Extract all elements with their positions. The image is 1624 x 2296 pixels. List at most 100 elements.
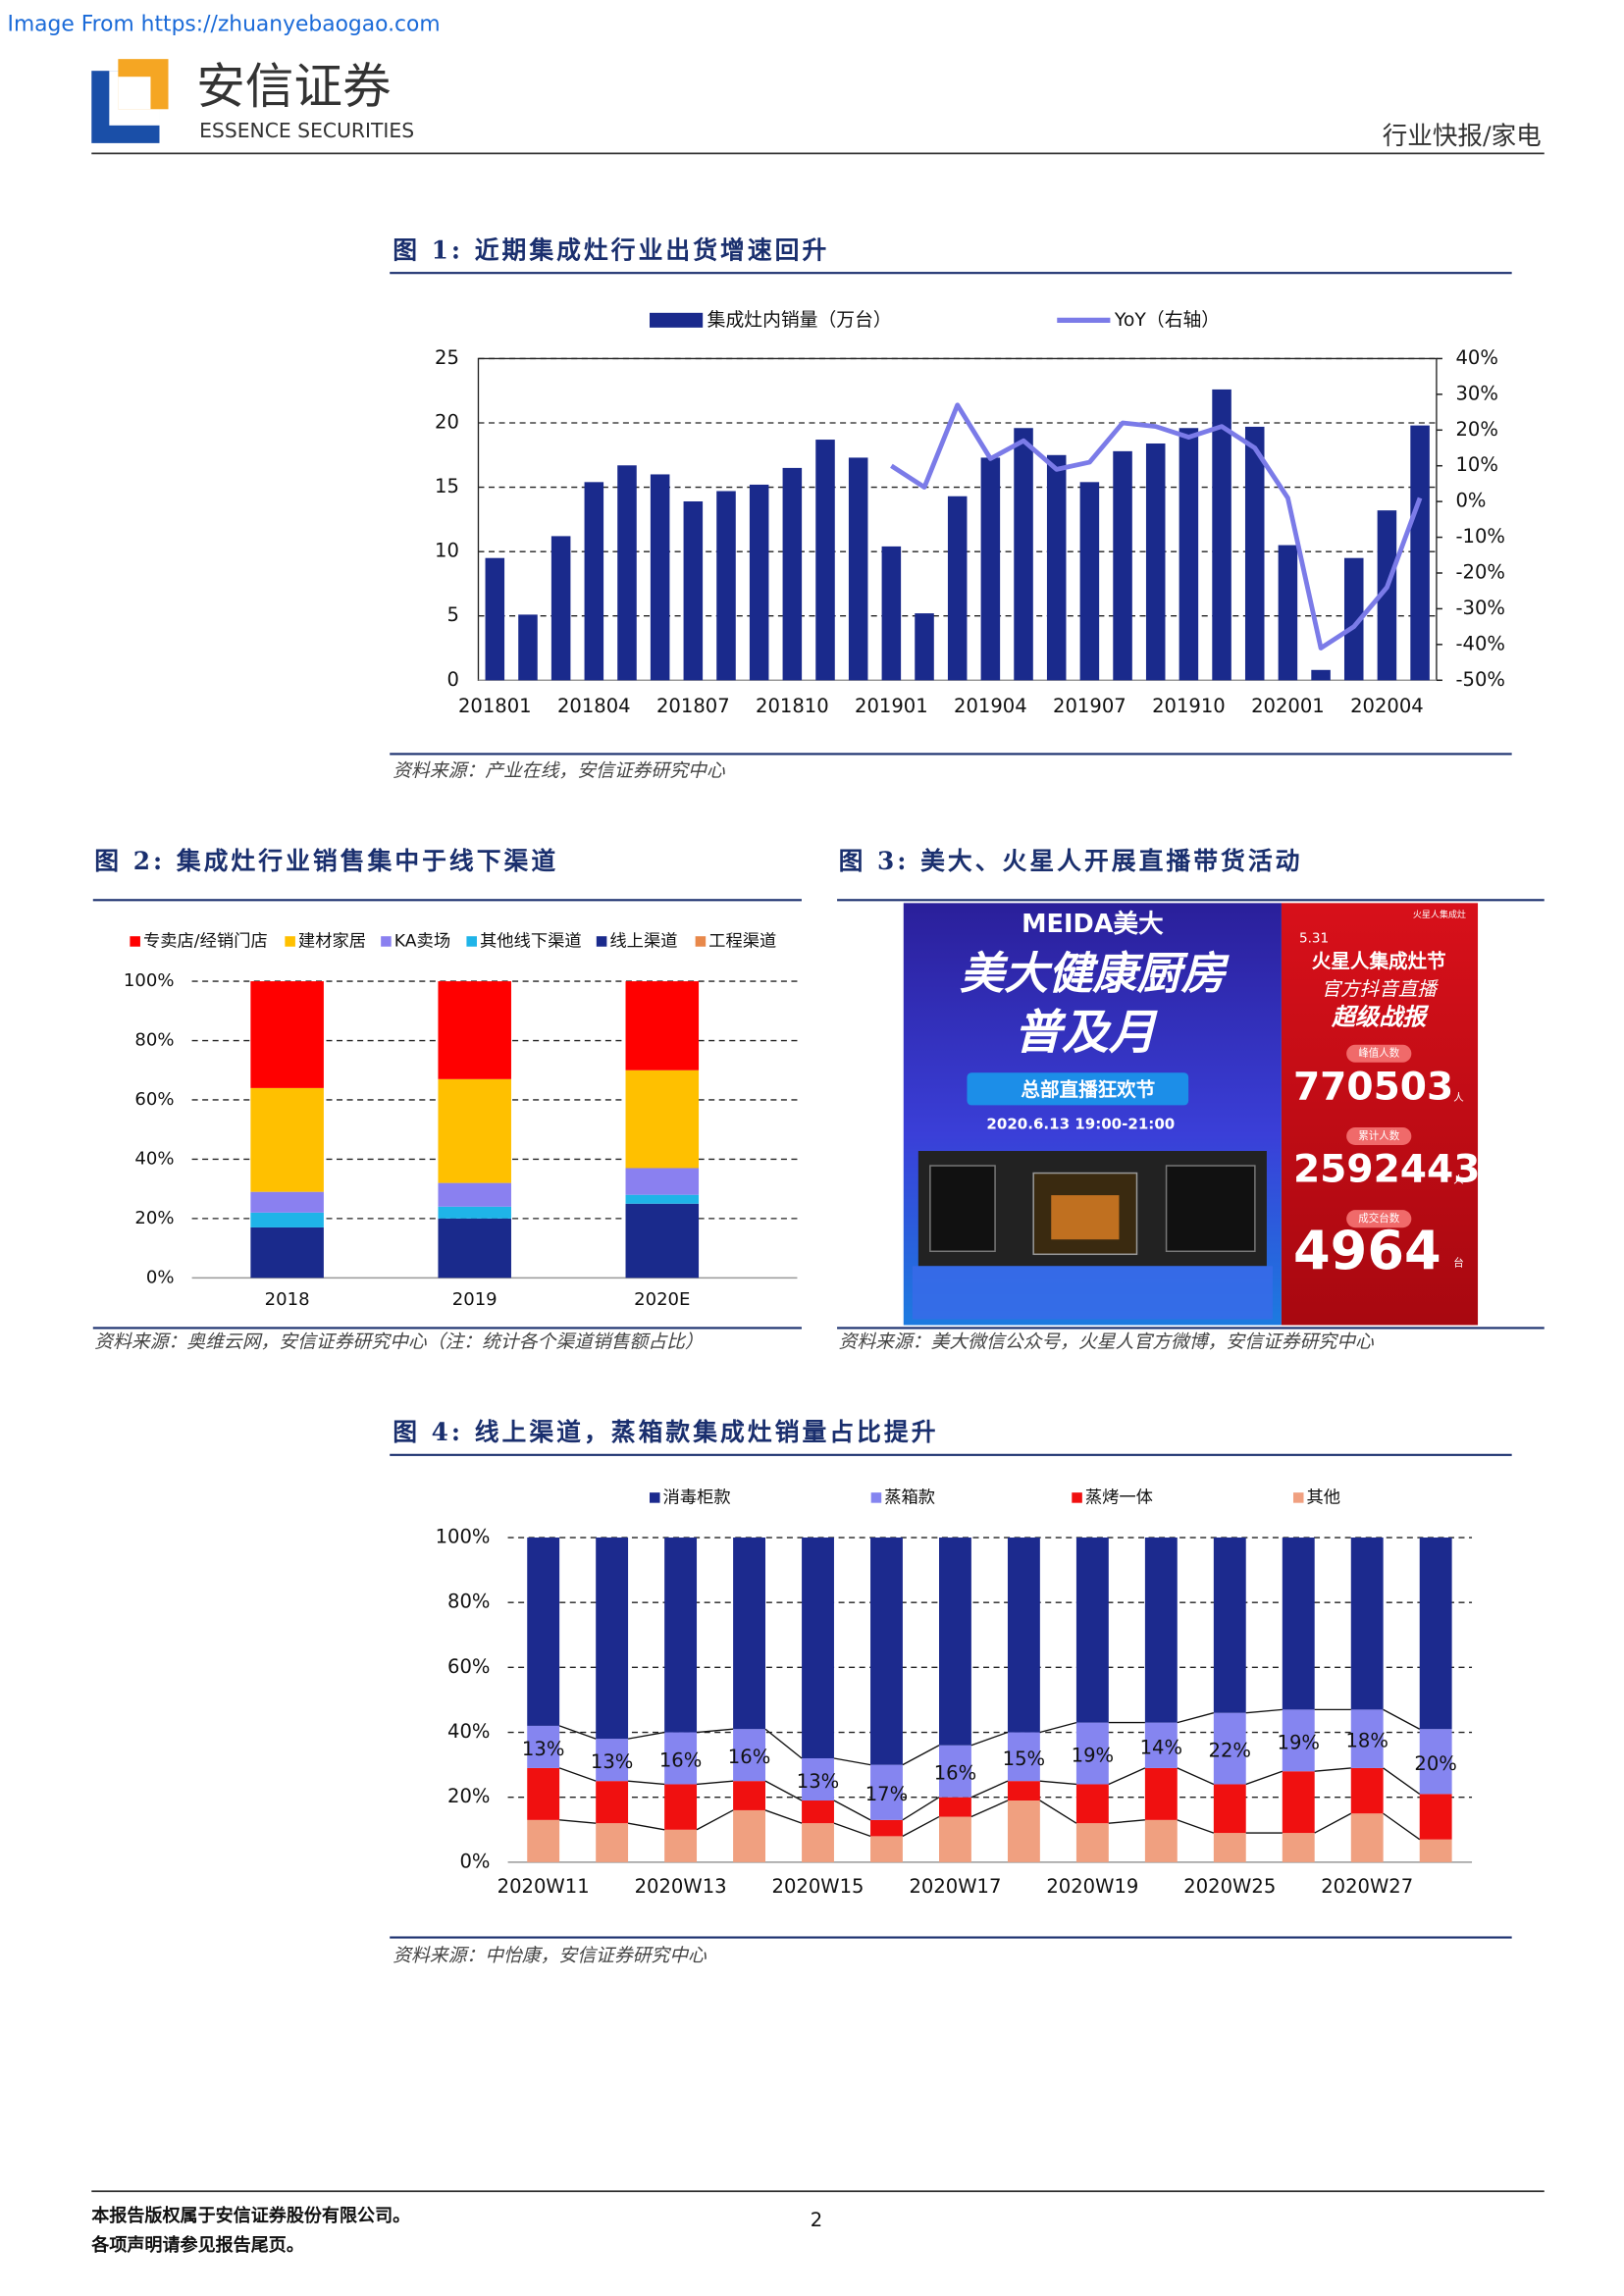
bar-segment [1419,1839,1452,1862]
bar-segment [250,981,324,1088]
x-tick-label: 201810 [756,695,829,717]
bar-segment [939,1816,971,1862]
y-tick-label: 40% [447,1720,490,1743]
y-tick-label: 0% [459,1850,490,1872]
brand: 安信证券 [196,58,392,115]
bar-segment [664,1538,698,1733]
bar-segment [1007,1538,1040,1733]
data-label: 13% [522,1738,564,1760]
y-tick-label: 15 [435,475,459,497]
stat-unit: 台 [1453,1256,1464,1269]
data-label: 17% [865,1783,908,1805]
chart: 图 2: 集成灶行业销售集中于线下渠道资料来源：奥维云网，安信证券研究中心（注：… [92,847,802,1353]
figure-title: 图 3: 美大、火星人开展直播带货活动 [839,847,1303,875]
bar-segment [438,1218,511,1278]
bar-segment [438,981,511,1079]
footer-text: 各项声明请参见报告尾页。 [90,2234,304,2256]
bar-segment [527,1767,560,1820]
poster-event: 火星人集成灶节 [1312,950,1446,972]
page-number: 2 [811,2209,822,2231]
x-tick-label: 2020W27 [1321,1875,1413,1898]
y-tick-label: 40% [134,1148,174,1169]
series-line [558,1708,1421,1766]
bar-segment [1075,1784,1109,1824]
source-note: Image From https://zhuanyebaogao.com [8,13,441,37]
bar-segment [1419,1538,1452,1730]
legend-swatch [381,936,392,947]
bar-segment [870,1764,903,1820]
stat-value: 4964 [1293,1220,1441,1281]
bar-segment [438,1206,511,1219]
y-tick-label: 60% [447,1655,490,1678]
legend-label: 其他线下渠道 [480,931,582,951]
bar [518,614,538,681]
legend-label: 消毒柜款 [663,1487,731,1507]
legend-label: YoY（右轴） [1114,309,1220,331]
bar-segment [1350,1767,1384,1814]
legend-label: 蒸烤一体 [1085,1487,1153,1507]
x-tick-label: 201907 [1053,695,1126,717]
chart-title: 图 2: 集成灶行业销售集中于线下渠道 [94,847,558,875]
chart-source: 资料来源：产业在线，安信证券研究中心 [393,761,725,782]
bar-segment [1144,1767,1178,1820]
stat-tag [1346,1210,1412,1228]
bar-segment [625,1194,700,1204]
bar-segment [1075,1538,1109,1723]
bar [1014,428,1033,681]
bar-segment [1350,1709,1384,1768]
data-label: 18% [1345,1730,1388,1752]
bar-segment [1144,1819,1178,1862]
bar [1343,557,1364,681]
data-label: 22% [1209,1740,1251,1762]
x-tick-label: 2020W19 [1046,1875,1138,1898]
bar-segment [1007,1732,1040,1782]
bar-segment [1213,1538,1246,1713]
bar-segment [733,1781,765,1810]
bar-segment [1075,1823,1109,1862]
x-tick-label: 2020E [634,1289,690,1310]
y-tick-label: 20% [447,1785,490,1807]
legend-swatch [1072,1492,1082,1503]
bar-segment [870,1836,903,1862]
data-label: 16% [659,1749,702,1772]
bar-segment [733,1809,765,1862]
stat-label: 成交台数 [1358,1212,1400,1225]
logo [91,59,169,143]
y-tick-label: 20% [134,1208,174,1228]
stat-unit: 人 [1453,1174,1464,1186]
bar-segment [939,1745,971,1798]
bar [1278,545,1298,681]
bar [1244,426,1265,681]
stat-value: 2592443 [1293,1148,1480,1192]
bar-segment [939,1797,971,1817]
bar [915,613,934,681]
bar [617,465,637,681]
poster-banner: 总部直播狂欢节 [1021,1078,1155,1101]
bar-segment [250,1087,324,1192]
bar-segment [870,1819,903,1837]
bar-segment [1213,1784,1246,1834]
bar [1212,389,1231,681]
legend-swatch [130,936,140,947]
bar [1145,443,1166,681]
y2-tick-label: -10% [1455,525,1505,548]
bar-segment [1282,1771,1315,1834]
bar-segment [1419,1794,1452,1840]
chart-title: 图 4: 线上渠道，蒸箱款集成灶销量占比提升 [393,1418,938,1446]
chart-source: 资料来源：中怡康，安信证券研究中心 [393,1946,707,1966]
stat-label: 累计人数 [1358,1129,1400,1142]
y-tick-label: 25 [435,346,459,369]
x-tick-label: 2020W11 [498,1875,590,1898]
section: 行业快报/家电 [1383,122,1542,151]
x-tick-label: 201804 [557,695,631,717]
x-tick-label: 2018 [265,1289,310,1310]
bar-segment [527,1538,560,1726]
bar-segment [733,1729,765,1782]
bar-segment [438,1182,511,1207]
legend-label: KA卖场 [394,931,450,951]
bar-segment [1007,1781,1040,1801]
bar-segment [939,1538,971,1746]
legend-swatch [695,936,707,947]
bar-segment [1007,1800,1040,1862]
